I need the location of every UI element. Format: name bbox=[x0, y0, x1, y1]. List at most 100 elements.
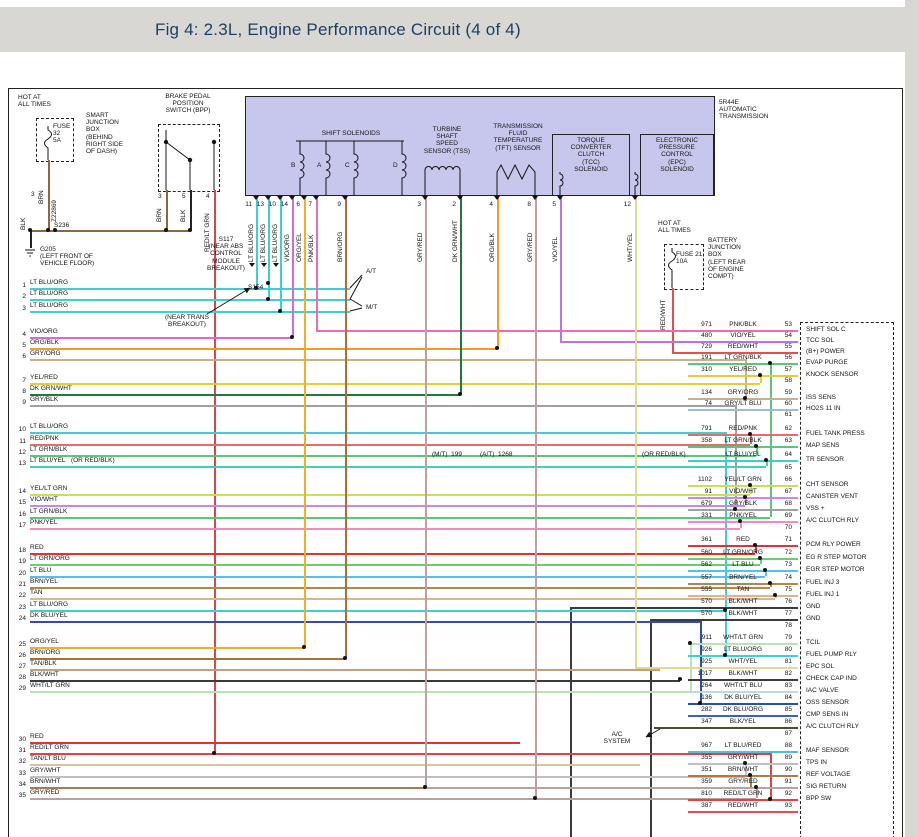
wire bbox=[30, 405, 735, 407]
row-number: 2 bbox=[22, 293, 26, 300]
pcm-pin-label: MAP SENS bbox=[806, 442, 840, 449]
wire-color-label: BRN/WHT bbox=[727, 766, 759, 773]
pcm-pin-label: TPS IN bbox=[806, 759, 827, 766]
circuit-number: 911 bbox=[701, 634, 712, 641]
pcm-pin-label: GND bbox=[806, 615, 821, 622]
title-bar: Fig 4: 2.3L, Engine Performance Circuit … bbox=[0, 7, 919, 52]
wire-segment bbox=[214, 190, 216, 753]
pcm-pin-label: EVAP PURGE bbox=[806, 359, 848, 366]
pcm-pin-number: 78 bbox=[784, 622, 792, 629]
wire bbox=[770, 583, 772, 587]
wire-color-label: VIO/ORG bbox=[30, 328, 58, 335]
wire bbox=[30, 432, 725, 434]
wire bbox=[30, 299, 350, 301]
diagram-label: SHIFT SOLENOIDS bbox=[321, 130, 381, 137]
pcm-pin-label: IAC VALVE bbox=[806, 687, 839, 694]
wire-color-label: BRN/YEL bbox=[729, 574, 757, 581]
wire bbox=[635, 197, 637, 667]
wire-color-label: BLK/WHT bbox=[728, 598, 758, 605]
wire-color-label: RED/LT GRN bbox=[30, 744, 69, 751]
wire bbox=[688, 679, 798, 681]
wire-color-label: LT BLU/ORG bbox=[723, 646, 763, 653]
pcm-pin-label: SIG RETURN bbox=[806, 783, 847, 790]
connector-pin-number: 10 bbox=[268, 201, 276, 208]
wire-color-label: LT BLU bbox=[732, 561, 754, 568]
diagram-label: D bbox=[393, 162, 398, 169]
wire bbox=[745, 763, 747, 776]
wire bbox=[30, 742, 520, 744]
connector-arrow-icon bbox=[261, 263, 267, 267]
connector-arrow-icon bbox=[457, 196, 463, 200]
junction-dot bbox=[678, 677, 682, 681]
row-number: 31 bbox=[18, 747, 26, 754]
circuit-number: 191 bbox=[701, 354, 712, 361]
row-number: 21 bbox=[18, 581, 26, 588]
wire-color-label: BLK/WHT bbox=[30, 671, 59, 678]
pcm-pin-number: 70 bbox=[784, 524, 792, 531]
wire-color-label: VIO/WHT bbox=[729, 488, 757, 495]
row-number: 30 bbox=[18, 736, 26, 743]
diagram-label: S236 bbox=[54, 222, 70, 229]
pcm-pin-number: 56 bbox=[784, 354, 792, 361]
pcm-pin-number: 80 bbox=[784, 646, 792, 653]
tcc-solenoid-box bbox=[552, 134, 630, 196]
junction-dot bbox=[698, 701, 702, 705]
wire-color-label: BLK/YEL bbox=[729, 718, 757, 725]
pcm-pin-label: TCIL bbox=[806, 639, 821, 646]
wire-segment bbox=[672, 288, 674, 352]
pcm-pin-number: 57 bbox=[784, 366, 792, 373]
circuit-number: 1102 bbox=[698, 476, 712, 483]
wire bbox=[760, 375, 762, 383]
wire bbox=[460, 197, 462, 394]
junction-dot bbox=[753, 543, 757, 547]
wire-color-label: GRY/BLK bbox=[728, 500, 758, 507]
row-number: 15 bbox=[18, 499, 26, 506]
wire-color-label: YEL/LT GRN bbox=[30, 485, 68, 492]
wire bbox=[30, 764, 640, 766]
connector-pin-number: 8 bbox=[527, 201, 531, 208]
pcm-pin-number: 59 bbox=[784, 389, 792, 396]
pcm-pin-number: 75 bbox=[784, 586, 792, 593]
row-number: 13 bbox=[18, 460, 26, 467]
wire bbox=[30, 383, 760, 385]
row-number: 20 bbox=[18, 570, 26, 577]
junction-dot bbox=[423, 785, 427, 789]
diagram-label: BATTERY JUNCTION BOX (LEFT REAR OF ENGIN… bbox=[708, 237, 746, 281]
wire bbox=[570, 607, 798, 609]
pcm-pin-number: 63 bbox=[784, 437, 792, 444]
wire-color-label: LT GRN/ORG bbox=[30, 555, 70, 562]
circuit-number: 791 bbox=[701, 425, 712, 432]
pcm-pin-label: TR SENSOR bbox=[806, 456, 844, 463]
connector-arrow-icon bbox=[249, 263, 255, 267]
junction-dot bbox=[748, 773, 752, 777]
bpp-switch-box bbox=[158, 124, 220, 192]
pcm-pin-number: 77 bbox=[784, 610, 792, 617]
pcm-pin-number: 58 bbox=[784, 377, 792, 384]
junction-dot bbox=[754, 444, 758, 448]
wire bbox=[30, 359, 745, 361]
circuit-number: 1017 bbox=[697, 670, 712, 677]
row-number: 8 bbox=[22, 388, 26, 395]
wire bbox=[750, 434, 752, 444]
connector-arrow-icon bbox=[532, 196, 538, 200]
wire-color-label: RED bbox=[30, 544, 44, 551]
page-title: Fig 4: 2.3L, Engine Performance Circuit … bbox=[155, 20, 521, 39]
pcm-pin-number: 67 bbox=[784, 488, 792, 495]
wire-color-label: LT GRN/BLK bbox=[30, 446, 68, 453]
connector-pin-number: 2 bbox=[452, 201, 456, 208]
pcm-pin-label: CHT SENSOR bbox=[806, 481, 849, 488]
circuit-number: 679 bbox=[701, 500, 712, 507]
wire-color-label: DK BLU/ORG bbox=[722, 706, 764, 713]
junction-dot bbox=[768, 361, 772, 365]
wire bbox=[688, 460, 798, 462]
wire-color-label: LT BLU/ORG bbox=[30, 290, 69, 297]
diagram-label: RED/WHT bbox=[660, 299, 667, 330]
circuit-number: 971 bbox=[701, 321, 712, 328]
wire-color-label: YEL/LT GRN bbox=[724, 476, 762, 483]
diagram-label: A bbox=[317, 162, 322, 169]
wire-color-label: VIO/YEL bbox=[552, 236, 559, 262]
row-number: 33 bbox=[18, 770, 26, 777]
pcm-pin-label: A/C CLUTCH RLY bbox=[806, 723, 859, 730]
wire-color-label: TAN bbox=[736, 586, 750, 593]
